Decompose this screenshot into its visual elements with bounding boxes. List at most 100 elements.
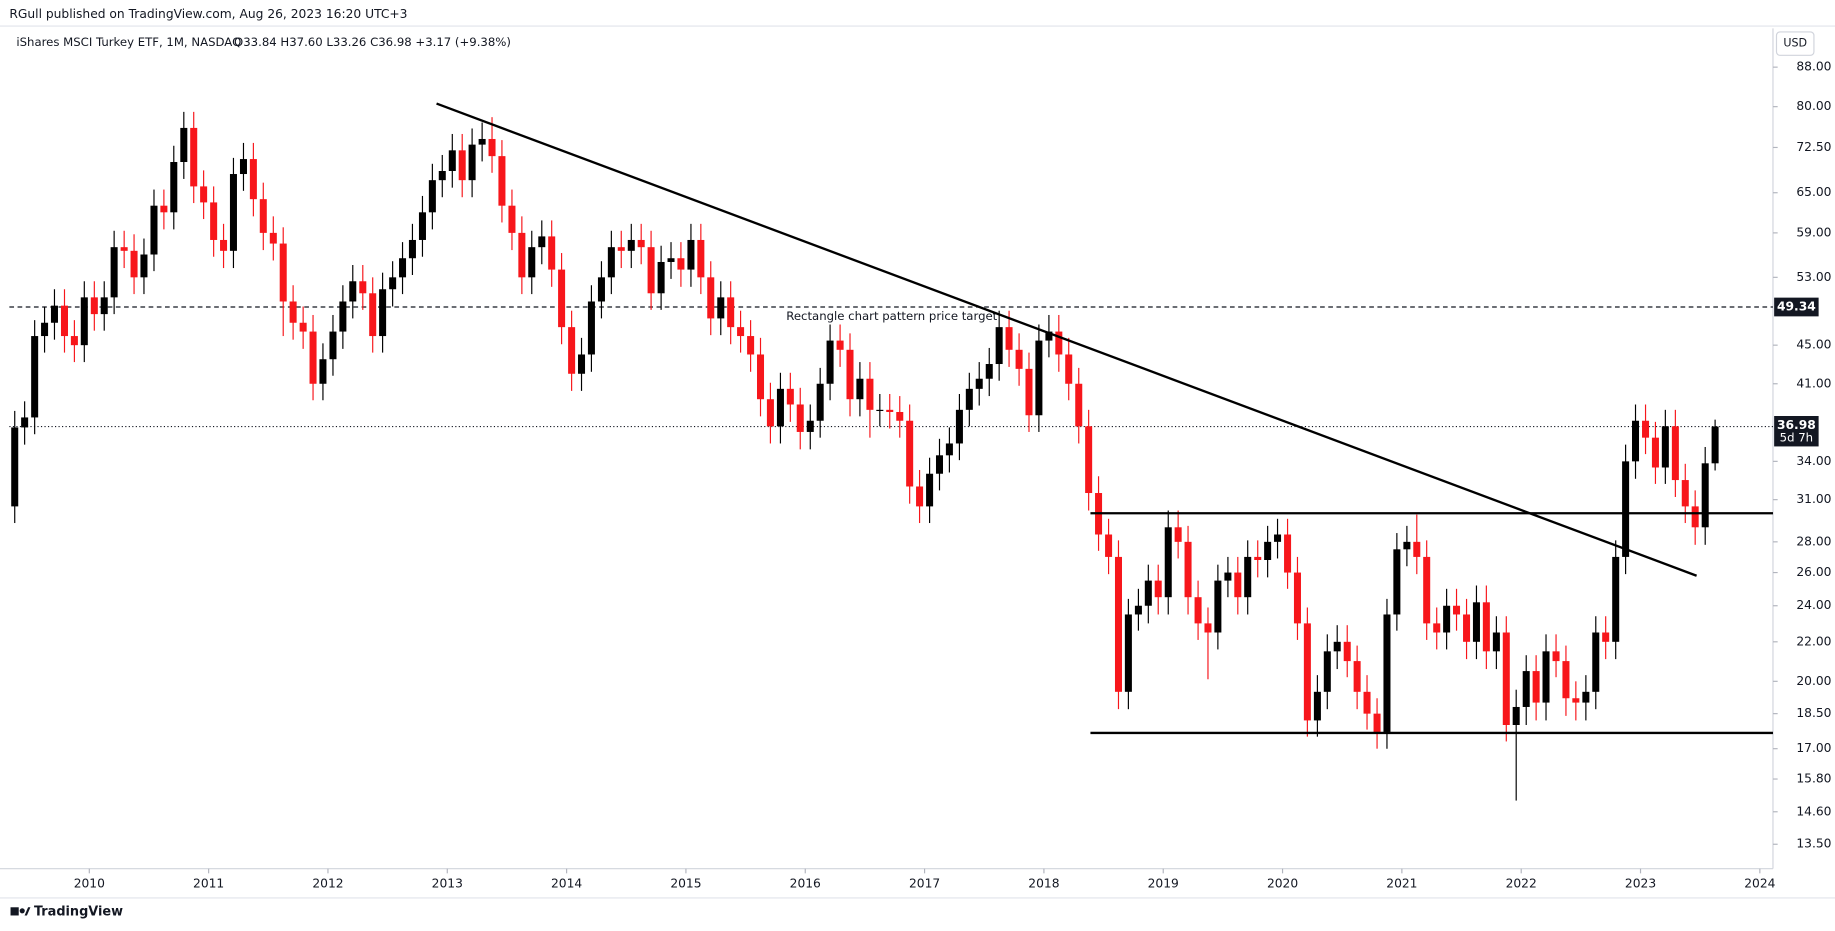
candle-body xyxy=(1204,623,1212,633)
candle-body xyxy=(727,297,735,328)
candle-body xyxy=(1463,614,1471,642)
candle-body xyxy=(1433,623,1441,633)
candle-body xyxy=(876,409,884,412)
candle-body xyxy=(428,180,436,213)
candle-body xyxy=(50,305,58,323)
candle-body xyxy=(637,239,645,248)
candle-body xyxy=(200,186,208,203)
candle-body xyxy=(1343,641,1351,662)
candle-body xyxy=(508,205,516,233)
candle-body xyxy=(180,127,188,163)
y-tick-label: 13.50 xyxy=(1796,837,1831,851)
candle-body xyxy=(548,236,556,270)
candle-body xyxy=(1472,602,1480,642)
footer-brand: TradingView xyxy=(34,904,123,919)
candle-body xyxy=(1423,556,1431,624)
candle-body xyxy=(1622,461,1630,557)
candle-body xyxy=(786,388,794,405)
candle-body xyxy=(1005,327,1013,350)
candle-body xyxy=(677,258,685,270)
x-tick-label: 2021 xyxy=(1386,876,1417,890)
y-tick-label: 24.00 xyxy=(1796,598,1831,612)
candle-body xyxy=(1025,368,1033,416)
candle-body xyxy=(41,322,49,337)
candle-body xyxy=(528,247,536,278)
candle-body xyxy=(1075,383,1083,427)
candle-body xyxy=(140,254,148,278)
candle-body xyxy=(1413,541,1421,557)
candle-body xyxy=(1542,651,1550,703)
candle-body xyxy=(1174,527,1182,542)
candle-body xyxy=(239,159,247,175)
y-tick-label: 41.00 xyxy=(1796,376,1831,390)
y-tick-label: 88.00 xyxy=(1796,60,1831,74)
candle-body xyxy=(21,417,29,428)
candle-body xyxy=(667,258,675,262)
candle-body xyxy=(1154,580,1162,598)
candle-body xyxy=(399,258,407,278)
candle-body xyxy=(1214,580,1222,633)
price-target-annotation: Rectangle chart pattern price target xyxy=(786,309,997,323)
candle-body xyxy=(468,144,476,181)
currency-button[interactable] xyxy=(1775,31,1815,56)
candle-body xyxy=(319,359,327,384)
x-tick-label: 2018 xyxy=(1028,876,1059,890)
candle-body xyxy=(568,327,576,374)
candle-body xyxy=(1134,605,1142,615)
candle-body xyxy=(965,388,973,410)
candle-body xyxy=(607,247,615,278)
candle-body xyxy=(1393,549,1401,615)
candle-body xyxy=(60,305,69,337)
x-tick-label: 2015 xyxy=(670,876,701,890)
candle-body xyxy=(707,277,715,319)
candle-body xyxy=(110,247,118,298)
candle-body xyxy=(190,127,198,187)
candle-body xyxy=(1105,534,1113,557)
y-tick-label: 15.80 xyxy=(1796,772,1831,786)
candle-body xyxy=(926,473,934,507)
x-tick-label: 2012 xyxy=(312,876,343,890)
candle-body xyxy=(1313,691,1321,721)
candle-body xyxy=(1632,420,1640,462)
x-tick-label: 2016 xyxy=(790,876,821,890)
candle-body xyxy=(687,239,695,270)
candle-body xyxy=(478,138,486,145)
candle-body xyxy=(518,232,526,278)
y-tick-label: 28.00 xyxy=(1796,534,1831,548)
candle-body xyxy=(1532,671,1540,703)
trend-line xyxy=(436,102,1698,577)
candle-body xyxy=(329,331,337,360)
candle-body xyxy=(1114,556,1122,692)
candle-body xyxy=(1592,632,1600,692)
candle-body xyxy=(647,247,655,294)
candle-body xyxy=(1512,706,1520,725)
candle-body xyxy=(299,322,307,332)
candle-body xyxy=(458,150,466,181)
candle-body xyxy=(259,199,267,233)
candle-body xyxy=(975,378,983,389)
candle-body xyxy=(796,404,804,432)
candle-body xyxy=(766,399,774,427)
candle-body xyxy=(150,205,158,255)
candle-body xyxy=(1194,597,1202,624)
candle-body xyxy=(438,170,446,181)
y-tick-label: 72.50 xyxy=(1796,140,1831,154)
candle-body xyxy=(717,297,725,319)
candle-body xyxy=(935,455,944,474)
candle-body xyxy=(916,486,924,507)
candle-body xyxy=(160,205,168,213)
candle-body xyxy=(1244,556,1252,598)
candle-body xyxy=(1264,541,1272,561)
candle-body xyxy=(756,354,765,400)
candle-body xyxy=(945,443,953,456)
candle-body xyxy=(985,364,993,379)
candle-body xyxy=(1403,541,1411,550)
candle-body xyxy=(747,336,755,355)
candle-body xyxy=(1124,614,1132,692)
candle-body xyxy=(1293,572,1301,624)
candle-body xyxy=(627,239,635,251)
last-price-countdown: 5d 7h xyxy=(1780,431,1813,445)
candle-body xyxy=(597,277,605,302)
